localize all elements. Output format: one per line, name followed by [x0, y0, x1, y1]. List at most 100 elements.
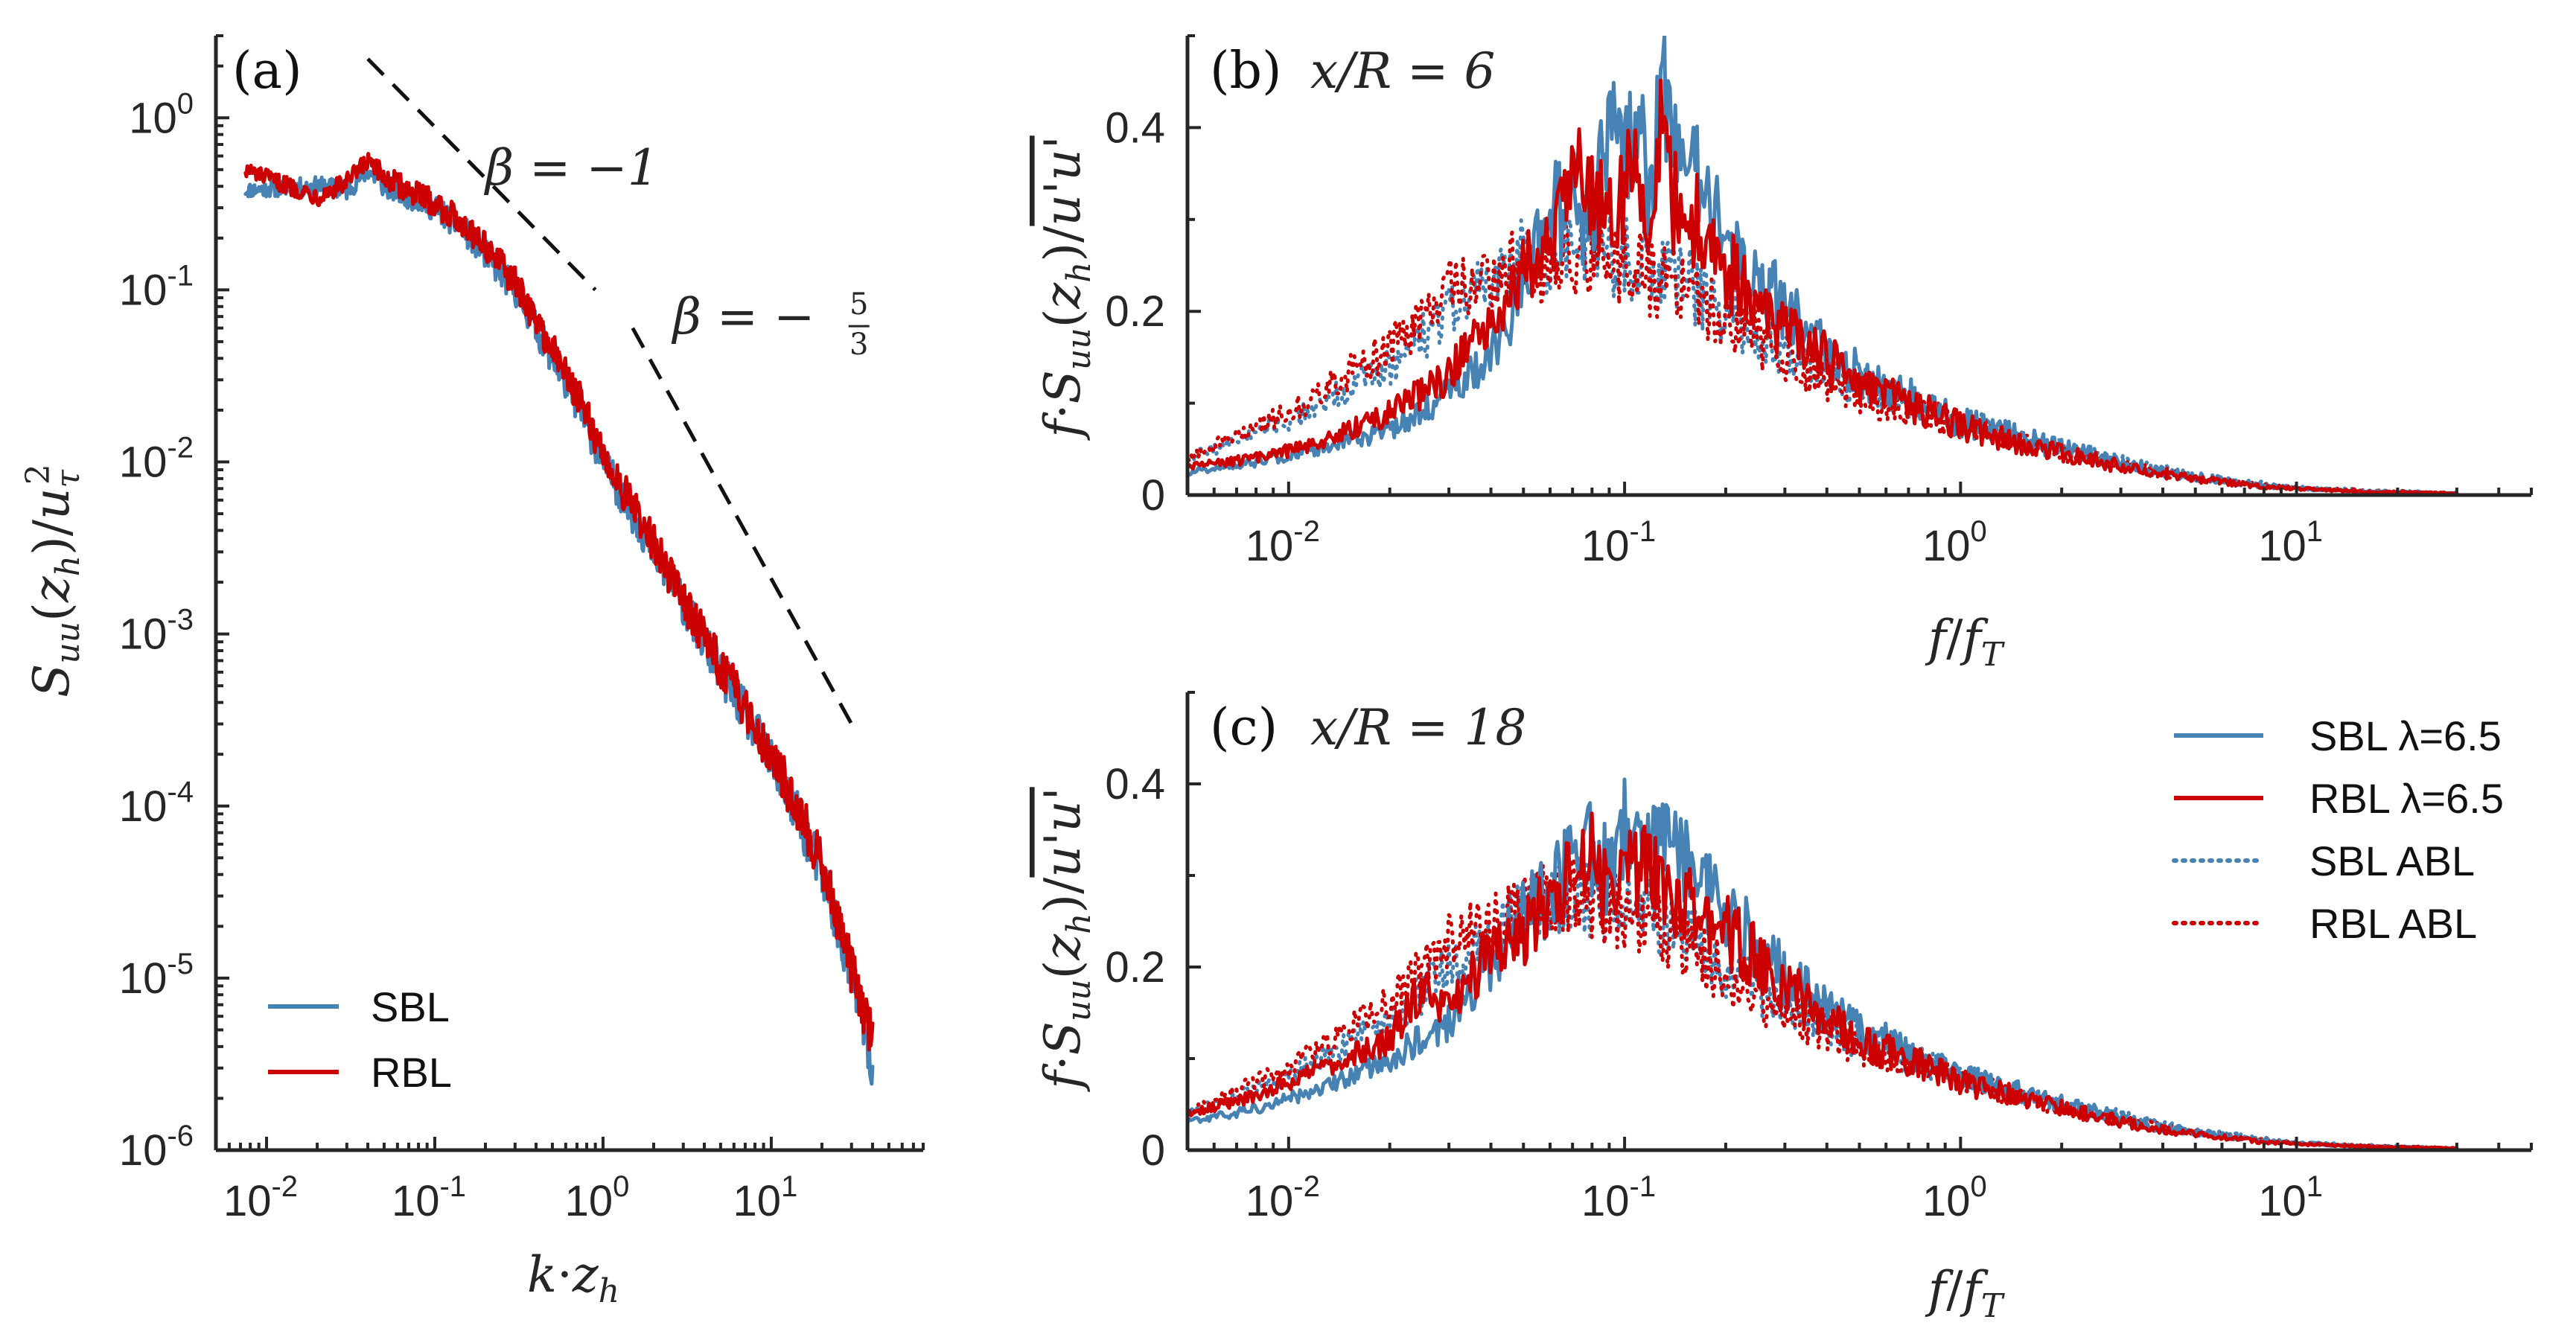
b-ylabel-lparen: (	[1034, 309, 1091, 328]
ylabel-sub-uu: uu	[49, 622, 87, 664]
x-tick-base: 10	[2258, 1177, 2306, 1225]
y-tick-exp: -3	[167, 604, 194, 636]
y-tick-exp: -4	[167, 776, 194, 808]
y-tick-exp: -2	[167, 432, 194, 465]
x-tick-base: 10	[733, 1177, 782, 1225]
y-tick-exp: 0	[177, 87, 194, 120]
series-rbl-line	[243, 152, 875, 1052]
panel-c-x-tick-label: 10-2	[1246, 1170, 1320, 1225]
beta-five-thirds-prefix: β = −	[671, 288, 815, 345]
b-ylabel-S: S	[1034, 370, 1091, 403]
x-tick-base: 10	[392, 1177, 440, 1225]
ylabel-lparen: (	[23, 602, 80, 622]
legend-c-sbl-tsr-label: SBL λ=6.5	[2309, 712, 2502, 759]
panel-c-xlabel: f/fT	[1925, 1261, 2006, 1325]
ylabel-rparen: )/	[23, 519, 80, 555]
beta-minus-five-thirds-label: β = − 5 3	[671, 287, 870, 362]
panel-a-label: (a)	[232, 42, 302, 100]
panel-a-x-tick-label: 100	[565, 1170, 630, 1225]
panel-c-legend: SBL λ=6.5 RBL λ=6.5 SBL ABL RBL ABL	[2172, 712, 2504, 947]
c-ylabel-S: S	[1034, 1021, 1091, 1055]
xlabel-z: z	[572, 1246, 599, 1304]
panel-a-reference-lines	[366, 57, 853, 725]
c-ylabel-dot: ·	[1034, 1055, 1091, 1070]
panel-c-label: (c)	[1210, 698, 1278, 757]
panel-a-y-tick-label: 10-4	[119, 776, 194, 831]
y-tick-base: 10	[129, 94, 177, 142]
panel-b-x-tick-label: 100	[1922, 515, 1987, 570]
x-tick-exp: -2	[1293, 515, 1320, 548]
panel-a-y-tick-label: 10-1	[119, 259, 194, 314]
panel-b-ylabel: f·Suu(zh)/u'u'	[1034, 135, 1098, 441]
b-ylabel-rparen: )/	[1034, 226, 1091, 262]
series-rbl--line	[1187, 811, 2459, 1150]
y-tick-exp: -6	[167, 1120, 194, 1152]
y-tick-base: 10	[119, 438, 168, 487]
x-tick-base: 10	[1246, 522, 1294, 570]
panel-a-x-tick-label: 101	[733, 1170, 798, 1225]
panel-c-x-tick-label: 101	[2258, 1170, 2323, 1225]
ylabel-S: S	[23, 664, 80, 698]
panel-b-axes	[1185, 34, 2533, 497]
ylabel-sub-h: h	[49, 555, 87, 576]
ylabel-sub-tau: τ	[49, 470, 87, 488]
panel-b-y-tick-label: 0.4	[1105, 103, 1165, 152]
b-ylabel-sub-h: h	[1060, 262, 1098, 283]
panel-b-label: (b)	[1210, 42, 1282, 100]
panel-a-y-tick-label: 100	[129, 87, 194, 142]
panel-b-title: x/R = 6	[1310, 42, 1495, 100]
x-tick-base: 10	[1581, 522, 1630, 570]
panel-b-y-tick-label: 0	[1141, 471, 1165, 520]
x-tick-exp: 0	[1970, 1170, 1986, 1203]
reference-line-beta=-1	[366, 57, 597, 292]
panel-b-series	[1187, 36, 2459, 495]
panel-b-x-tick-label: 10-1	[1581, 515, 1656, 570]
y-tick-base: 10	[119, 1126, 168, 1175]
x-tick-exp: 1	[2306, 515, 2323, 548]
y-tick-exp: -5	[167, 948, 194, 980]
x-tick-exp: 0	[613, 1170, 629, 1203]
panel-a-x-tick-label: 10-2	[223, 1170, 298, 1225]
x-tick-base: 10	[1581, 1177, 1630, 1225]
x-tick-base: 10	[1922, 522, 1971, 570]
ylabel-z: z	[23, 575, 80, 603]
panel-b-x-tick-label: 101	[2258, 515, 2323, 570]
b-ylabel-z: z	[1034, 282, 1091, 310]
xlabel-sub-h: h	[599, 1272, 619, 1310]
c-ylabel-z: z	[1034, 934, 1091, 961]
x-tick-exp: -1	[1630, 1170, 1657, 1203]
panel-a-tick-labels: 10-2 10-1 100 10110010-110-210-310-410-510-…	[119, 87, 797, 1225]
panel-a-series	[243, 152, 875, 1086]
x-tick-exp: 1	[781, 1170, 797, 1203]
x-tick-exp: 0	[1970, 515, 1986, 548]
legend-a-rbl-label: RBL	[371, 1049, 452, 1096]
series-rbl--line	[1187, 78, 2459, 495]
x-tick-exp: -2	[1293, 1170, 1320, 1203]
panel-c-title: x/R = 18	[1310, 699, 1526, 756]
c-ylabel-lparen: (	[1034, 960, 1091, 980]
b-xlabel-sub-T: T	[1981, 636, 2006, 674]
panel-c-axes	[1185, 691, 2533, 1152]
panel-c-series	[1187, 777, 2459, 1150]
ylabel-sup-2: 2	[19, 464, 57, 485]
legend-c-rbl-abl-label: RBL ABL	[2309, 900, 2477, 947]
x-tick-base: 10	[2258, 522, 2306, 570]
x-tick-base: 10	[565, 1177, 613, 1225]
b-ylabel-uu: u'u'	[1034, 135, 1091, 226]
beta-minus-one-label: β = −1	[483, 139, 659, 197]
b-ylabel-dot: ·	[1034, 403, 1091, 419]
y-tick-base: 10	[119, 782, 168, 831]
panel-a-xlabel: k·zh	[527, 1246, 619, 1310]
panel-a-y-tick-label: 10-2	[119, 432, 194, 487]
panel-c-y-tick-label: 0.4	[1105, 760, 1165, 808]
c-ylabel-rparen: )/	[1034, 877, 1091, 913]
legend-c-sbl-abl-label: SBL ABL	[2309, 837, 2475, 884]
c-xlabel-slash: /	[1946, 1261, 1963, 1318]
panel-c-x-tick-label: 10-1	[1581, 1170, 1656, 1225]
panel-c-x-tick-label: 100	[1922, 1170, 1987, 1225]
panel-a-y-tick-label: 10-3	[119, 604, 194, 659]
